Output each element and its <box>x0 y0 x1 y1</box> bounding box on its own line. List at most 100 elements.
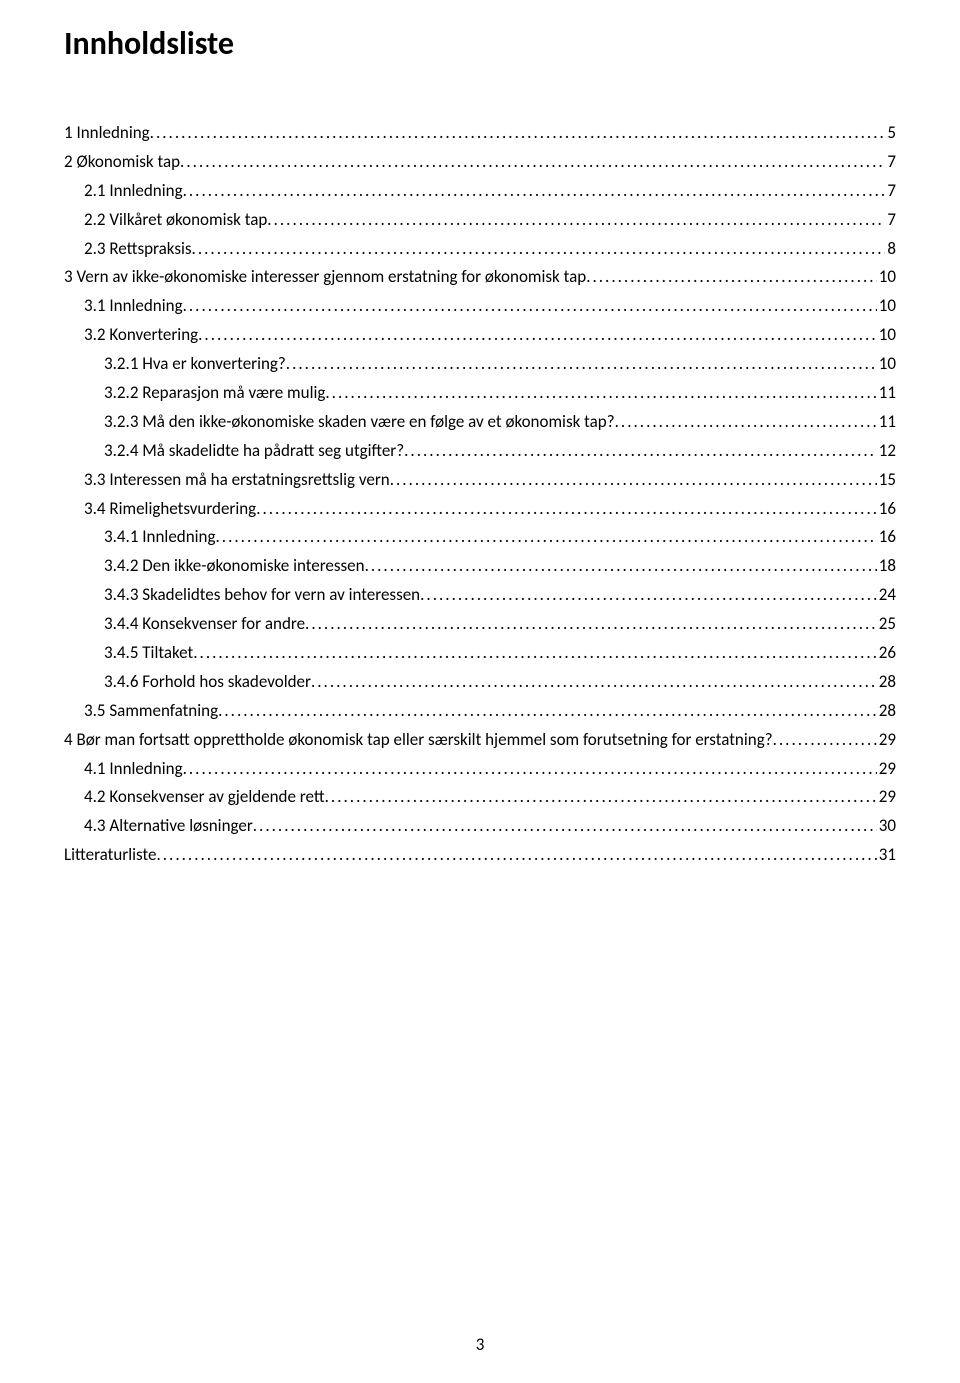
toc-entry-label: 4.3 Alternative løsninger <box>84 812 253 841</box>
toc-entry-label: 3.2.3 Må den ikke-økonomiske skaden være… <box>104 408 615 437</box>
toc-entry: 3.3 Interessen må ha erstatningsrettslig… <box>64 466 896 495</box>
toc-entry: 3.4 Rimelighetsvurdering 16 <box>64 495 896 524</box>
toc-entry-label: 3.4.5 Tiltaket <box>104 639 193 668</box>
toc-dot-leader <box>420 581 877 610</box>
toc-entry-page: 16 <box>877 523 896 552</box>
toc-entry-page: 5 <box>885 119 896 148</box>
toc-entry-label: 3.2.1 Hva er konvertering? <box>104 350 286 379</box>
toc-entry: 3.5 Sammenfatning 28 <box>64 697 896 726</box>
toc-entry-page: 16 <box>877 495 896 524</box>
toc-entry: 3.2 Konvertering10 <box>64 321 896 350</box>
toc-dot-leader <box>305 610 877 639</box>
toc-entry-label: 3.4 Rimelighetsvurdering <box>84 495 256 524</box>
toc-list: 1 Innledning 52 Økonomisk tap72.1 Innledn… <box>64 119 896 870</box>
toc-dot-leader <box>365 552 877 581</box>
toc-entry-label: 1 Innledning <box>64 119 150 148</box>
toc-dot-leader <box>311 668 877 697</box>
toc-entry: 2 Økonomisk tap7 <box>64 148 896 177</box>
toc-entry-label: 3.4.3 Skadelidtes behov for vern av inte… <box>104 581 420 610</box>
toc-dot-leader <box>183 755 877 784</box>
toc-dot-leader <box>325 379 876 408</box>
toc-entry-page: 7 <box>885 148 896 177</box>
toc-entry-page: 7 <box>885 206 896 235</box>
toc-entry-label: 3.4.4 Konsekvenser for andre <box>104 610 305 639</box>
toc-entry: 3.4.4 Konsekvenser for andre 25 <box>64 610 896 639</box>
toc-entry: 4.1 Innledning 29 <box>64 755 896 784</box>
toc-entry-page: 31 <box>877 841 896 870</box>
toc-entry-page: 8 <box>885 235 896 264</box>
toc-dot-leader <box>390 466 877 495</box>
toc-entry-label: 3 Vern av ikke-økonomiske interesser gje… <box>64 263 586 292</box>
toc-entry: 2.1 Innledning 7 <box>64 177 896 206</box>
toc-dot-leader <box>286 350 877 379</box>
toc-entry-label: 2.3 Rettspraksis <box>84 235 192 264</box>
toc-dot-leader <box>215 523 876 552</box>
toc-entry-page: 24 <box>877 581 896 610</box>
toc-entry-label: 3.2.4 Må skadelidte ha pådratt seg utgif… <box>104 437 404 466</box>
toc-dot-leader <box>773 726 877 755</box>
toc-entry-page: 29 <box>877 755 896 784</box>
toc-entry: 3.4.5 Tiltaket26 <box>64 639 896 668</box>
toc-entry-label: 4.2 Konsekvenser av gjeldende rett <box>84 783 325 812</box>
toc-entry: 4.3 Alternative løsninger 30 <box>64 812 896 841</box>
toc-entry: 1 Innledning 5 <box>64 119 896 148</box>
toc-dot-leader <box>404 437 877 466</box>
toc-entry: 3.4.3 Skadelidtes behov for vern av inte… <box>64 581 896 610</box>
toc-entry-label: 3.5 Sammenfatning <box>84 697 218 726</box>
toc-entry: 4 Bør man fortsatt opprettholde økonomis… <box>64 726 896 755</box>
toc-dot-leader <box>256 495 877 524</box>
toc-entry-page: 28 <box>877 697 896 726</box>
toc-dot-leader <box>150 119 886 148</box>
toc-dot-leader <box>586 263 877 292</box>
toc-dot-leader <box>198 321 877 350</box>
toc-entry-label: 4.1 Innledning <box>84 755 183 784</box>
toc-entry-label: 3.4.2 Den ikke-økonomiske interessen <box>104 552 365 581</box>
toc-entry: 4.2 Konsekvenser av gjeldende rett29 <box>64 783 896 812</box>
toc-entry-label: 3.1 Innledning <box>84 292 183 321</box>
toc-entry-label: 3.2.2 Reparasjon må være mulig <box>104 379 325 408</box>
toc-entry-label: 3.4.6 Forhold hos skadevolder <box>104 668 311 697</box>
toc-dot-leader <box>218 697 877 726</box>
toc-entry: 3 Vern av ikke-økonomiske interesser gje… <box>64 263 896 292</box>
toc-entry: 3.4.2 Den ikke-økonomiske interessen 18 <box>64 552 896 581</box>
toc-entry-label: 2.2 Vilkåret økonomisk tap <box>84 206 267 235</box>
toc-entry-label: 3.2 Konvertering <box>84 321 198 350</box>
toc-entry: 2.3 Rettspraksis 8 <box>64 235 896 264</box>
toc-entry-label: 3.3 Interessen må ha erstatningsrettslig… <box>84 466 390 495</box>
toc-entry: 3.2.2 Reparasjon må være mulig 11 <box>64 379 896 408</box>
toc-entry-page: 29 <box>877 726 896 755</box>
toc-entry-label: 3.4.1 Innledning <box>104 523 215 552</box>
toc-entry-page: 25 <box>877 610 896 639</box>
toc-entry-label: 4 Bør man fortsatt opprettholde økonomis… <box>64 726 773 755</box>
toc-dot-leader <box>183 177 886 206</box>
toc-dot-leader <box>267 206 885 235</box>
toc-entry: 3.2.3 Må den ikke-økonomiske skaden være… <box>64 408 896 437</box>
toc-title: Innholdsliste <box>64 24 896 63</box>
toc-dot-leader <box>193 639 877 668</box>
toc-entry: Litteraturliste 31 <box>64 841 896 870</box>
page: Innholdsliste 1 Innledning 52 Økonomisk t… <box>0 0 960 1383</box>
toc-entry-page: 15 <box>877 466 896 495</box>
toc-dot-leader <box>325 783 877 812</box>
toc-entry: 2.2 Vilkåret økonomisk tap 7 <box>64 206 896 235</box>
toc-dot-leader <box>615 408 877 437</box>
toc-dot-leader <box>156 841 876 870</box>
toc-entry-page: 30 <box>877 812 896 841</box>
toc-entry-page: 18 <box>877 552 896 581</box>
toc-entry-page: 11 <box>877 408 896 437</box>
toc-entry: 3.2.4 Må skadelidte ha pådratt seg utgif… <box>64 437 896 466</box>
toc-entry: 3.4.6 Forhold hos skadevolder 28 <box>64 668 896 697</box>
toc-entry-page: 10 <box>877 263 896 292</box>
toc-dot-leader <box>180 148 885 177</box>
toc-dot-leader <box>192 235 886 264</box>
toc-entry-page: 7 <box>885 177 896 206</box>
toc-entry-page: 10 <box>877 292 896 321</box>
toc-dot-leader <box>253 812 877 841</box>
toc-entry-page: 28 <box>877 668 896 697</box>
toc-entry-label: Litteraturliste <box>64 841 156 870</box>
toc-entry-label: 2.1 Innledning <box>84 177 183 206</box>
toc-dot-leader <box>183 292 877 321</box>
page-number: 3 <box>0 1334 960 1355</box>
toc-entry-page: 12 <box>877 437 896 466</box>
toc-entry-page: 11 <box>877 379 896 408</box>
